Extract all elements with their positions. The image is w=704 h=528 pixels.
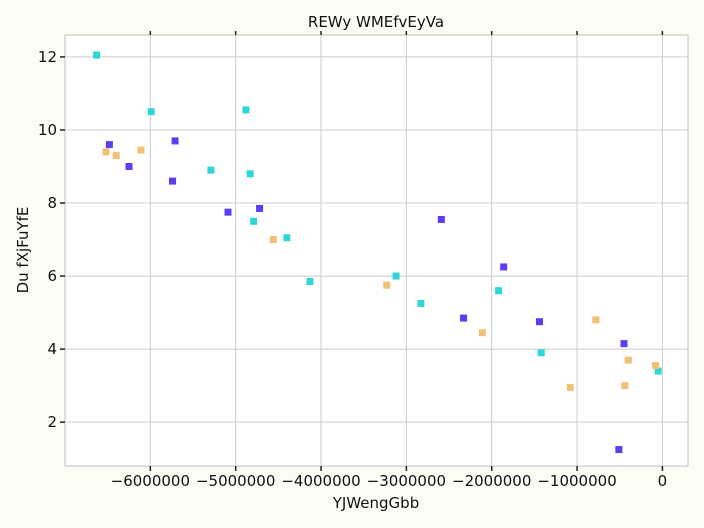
- data-point-series-2: [306, 278, 314, 286]
- data-point-series-3: [383, 281, 391, 289]
- x-tick-label: −2000000: [452, 472, 531, 490]
- plot-area: [64, 34, 689, 467]
- data-point-series-3: [592, 316, 600, 324]
- data-point-series-3: [137, 146, 145, 154]
- data-point-series-3: [478, 329, 486, 337]
- data-point-series-1: [169, 177, 177, 185]
- x-tick-label: −4000000: [281, 472, 360, 490]
- ticks: −6000000 −5000000 −4000000 −3000000 −2000000…: [38, 31, 667, 490]
- data-point-series-1: [224, 208, 232, 216]
- data-point-series-3: [269, 236, 277, 244]
- data-point-series-1: [171, 137, 179, 145]
- data-point-series-3: [112, 152, 120, 160]
- data-point-series-2: [246, 170, 254, 178]
- data-point-series-2: [207, 166, 215, 174]
- data-point-series-1: [105, 141, 113, 149]
- y-tick-label: 6: [47, 267, 57, 285]
- data-point-series-2: [250, 217, 258, 225]
- data-point-series-1: [437, 215, 445, 223]
- x-tick-label: −5000000: [196, 472, 275, 490]
- data-point-series-2: [242, 106, 250, 114]
- y-tick-label: 10: [38, 121, 57, 139]
- data-point-series-1: [125, 162, 133, 170]
- y-tick-label: 4: [47, 340, 57, 358]
- data-point-series-2: [147, 108, 155, 116]
- data-point-series-2: [93, 51, 101, 59]
- x-tick-label: −6000000: [111, 472, 190, 490]
- y-tick-label: 12: [38, 48, 57, 66]
- data-point-series-3: [621, 382, 629, 390]
- chart-title: REWy WMEfvEyVa: [308, 13, 444, 31]
- data-point-series-1: [460, 314, 468, 322]
- data-point-series-3: [102, 148, 110, 156]
- data-point-series-3: [652, 362, 660, 370]
- y-tick-label: 8: [47, 194, 57, 212]
- data-point-series-1: [615, 446, 623, 454]
- grid: [65, 35, 688, 466]
- data-point-series-2: [283, 234, 291, 242]
- data-point-series-2: [417, 299, 425, 307]
- data-point-series-1: [536, 318, 544, 326]
- data-point-series-1: [500, 263, 508, 271]
- data-point-series-1: [256, 204, 264, 212]
- y-tick-label: 2: [47, 413, 57, 431]
- data-point-series-2: [537, 349, 545, 357]
- x-axis-label: YJWengGbb: [332, 494, 419, 512]
- data-point-series-1: [620, 340, 628, 348]
- data-points: [93, 51, 662, 454]
- data-point-series-2: [654, 367, 662, 375]
- data-point-series-2: [392, 272, 400, 280]
- x-tick-label: −1000000: [537, 472, 616, 490]
- x-tick-label: −3000000: [367, 472, 446, 490]
- data-point-series-3: [624, 356, 632, 364]
- x-tick-label: 0: [658, 472, 668, 490]
- y-axis-label: Du fXjFuYfE: [14, 207, 32, 294]
- data-point-series-2: [495, 287, 503, 295]
- data-point-series-3: [566, 383, 574, 391]
